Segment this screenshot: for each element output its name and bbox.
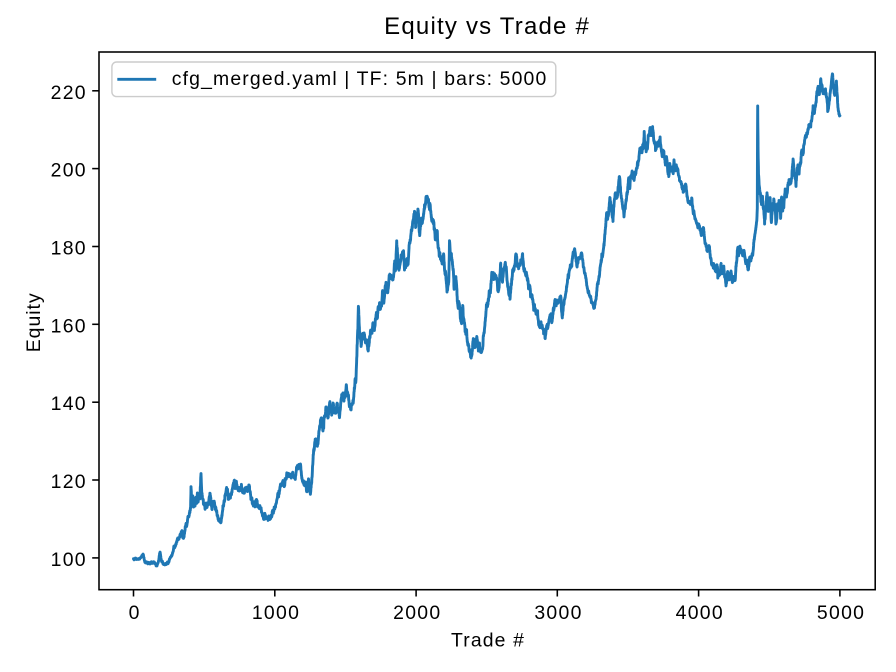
svg-text:220: 220: [51, 82, 87, 104]
svg-text:Equity vs Trade #: Equity vs Trade #: [384, 13, 590, 40]
svg-text:140: 140: [51, 393, 87, 415]
svg-text:1000: 1000: [252, 602, 300, 624]
svg-text:160: 160: [51, 315, 87, 337]
svg-text:4000: 4000: [676, 602, 724, 624]
svg-text:Trade #: Trade #: [451, 629, 525, 651]
svg-text:200: 200: [51, 160, 87, 182]
svg-text:180: 180: [51, 238, 87, 260]
svg-text:3000: 3000: [534, 602, 582, 624]
svg-text:cfg_merged.yaml | TF: 5m | bar: cfg_merged.yaml | TF: 5m | bars: 5000: [172, 68, 548, 90]
svg-text:100: 100: [51, 549, 87, 571]
svg-text:5000: 5000: [817, 602, 865, 624]
svg-text:120: 120: [51, 471, 87, 493]
svg-text:2000: 2000: [393, 602, 441, 624]
svg-text:Equity: Equity: [23, 292, 45, 352]
svg-text:0: 0: [129, 602, 141, 624]
